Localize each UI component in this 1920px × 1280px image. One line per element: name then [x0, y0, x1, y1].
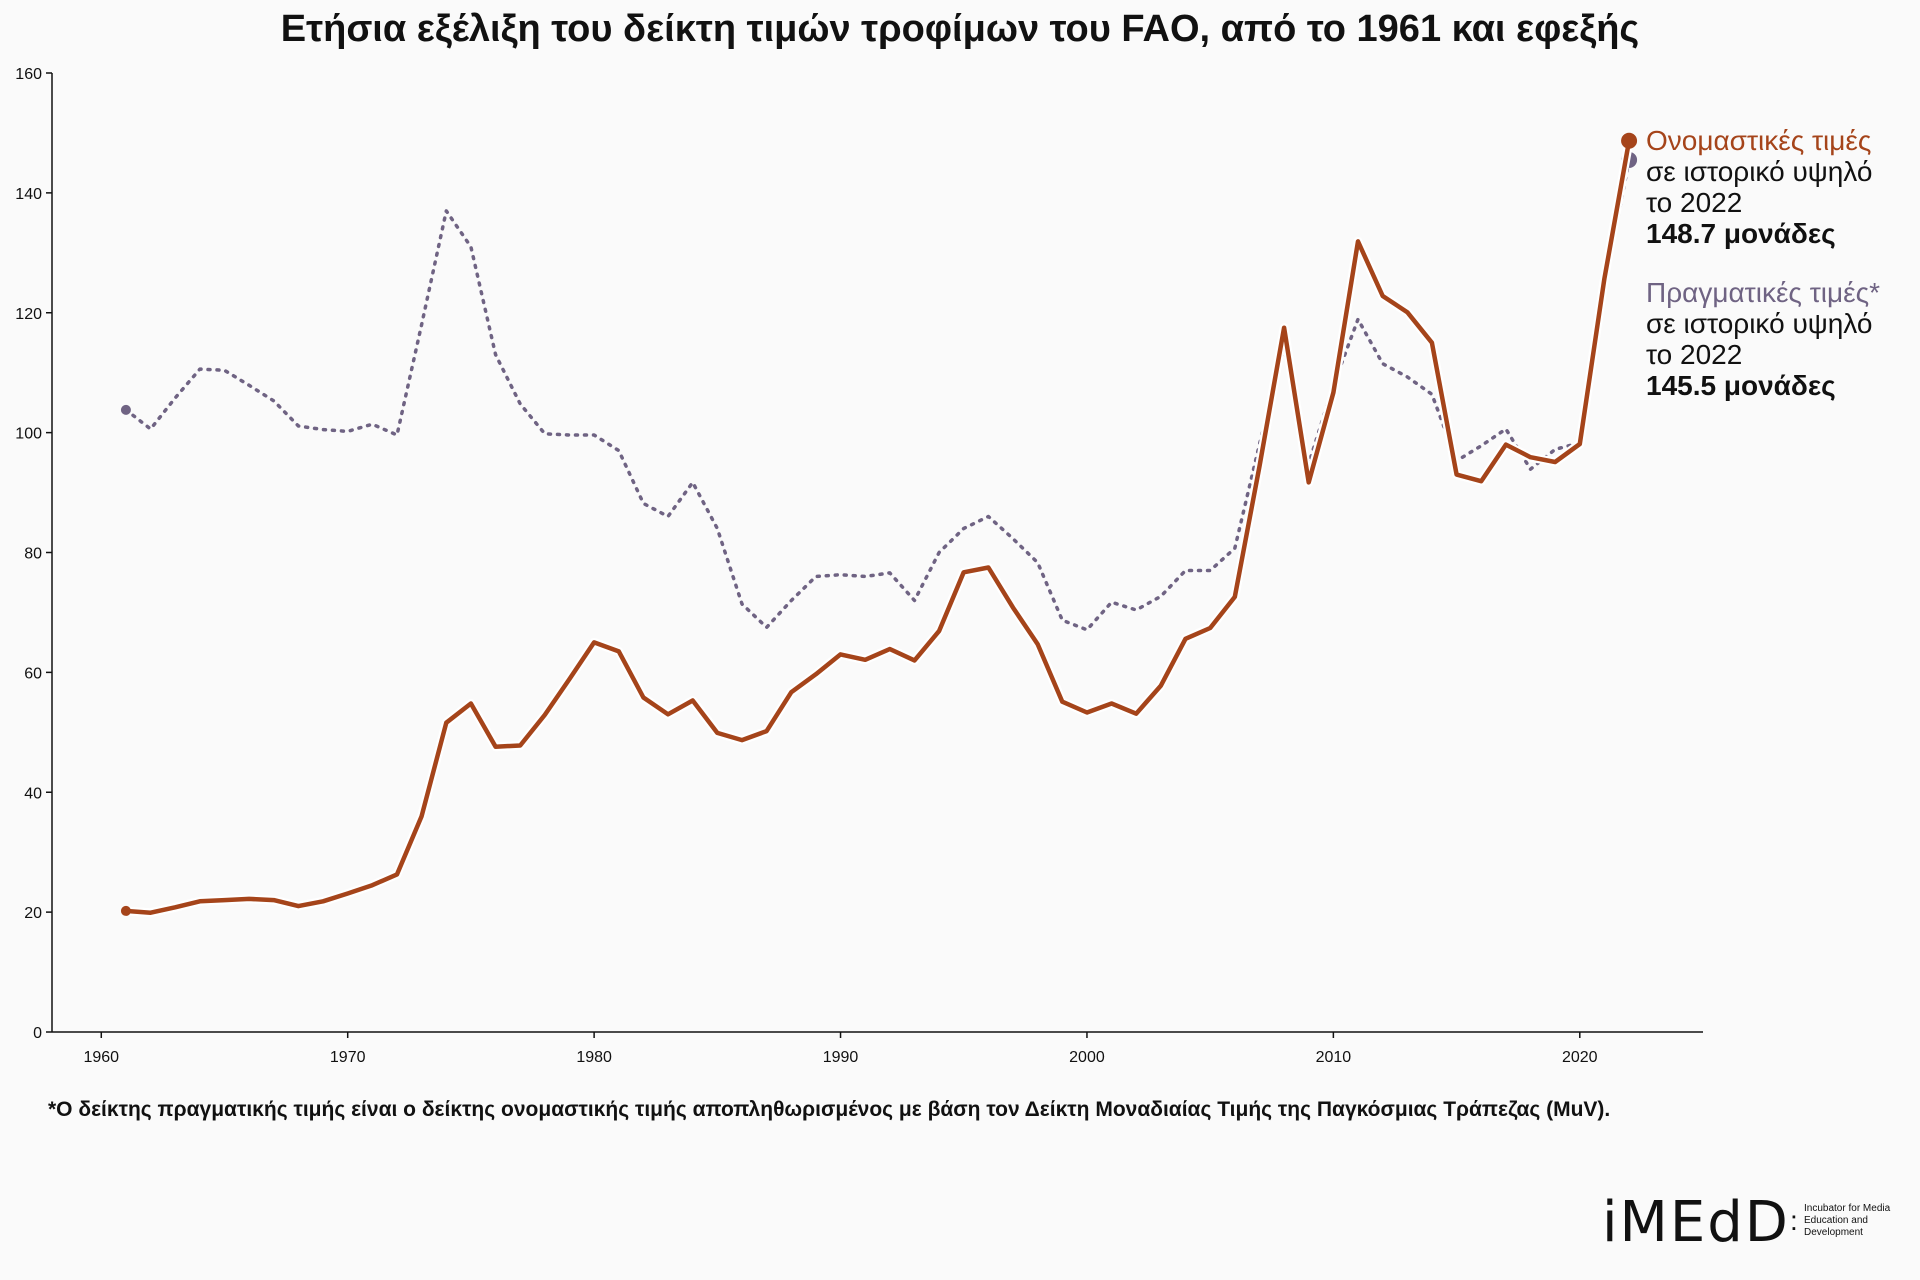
footnote: *Ο δείκτης πραγματικής τιμής είναι ο δεί…: [48, 1098, 1611, 1121]
annotation-nominal: Ονομαστικές τιμές σε ιστορικό υψηλό το 2…: [1646, 125, 1872, 249]
imedd-logo: iMEdD : Incubator for Media Education an…: [1602, 1195, 1902, 1255]
series-line-real: [124, 158, 1631, 632]
annotation-real-text1: σε ιστορικό υψηλό: [1646, 308, 1873, 339]
y-tick-label: 100: [15, 426, 42, 443]
series-layer: [120, 132, 1638, 918]
y-tick-label: 0: [33, 1025, 42, 1042]
annotation-nominal-text1: σε ιστορικό υψηλό: [1646, 156, 1873, 187]
y-tick-label: 140: [15, 186, 42, 203]
logo-mark: iMEdD: [1602, 1190, 1790, 1255]
annotation-real-headline: Πραγματικές τιμές*: [1646, 277, 1880, 308]
series-start-point-real: [120, 404, 131, 415]
series-line-nominal: [123, 138, 1632, 915]
annotation-real: Πραγματικές τιμές* σε ιστορικό υψηλό το …: [1646, 277, 1880, 401]
x-tick-label: 1990: [823, 1049, 859, 1066]
x-tick-label: 2020: [1562, 1049, 1598, 1066]
series-start-point-nominal: [120, 905, 131, 916]
chart-title: Ετήσια εξέλιξη του δείκτη τιμών τροφίμων…: [280, 8, 1640, 50]
axes: 0 20 40 60 80 100 120 140 160 1960 1970 1980 1990 200…: [15, 66, 1703, 1066]
y-tick-label: 20: [24, 905, 42, 922]
logo-tagline: Incubator for Media Education and Develo…: [1804, 1203, 1891, 1238]
x-tick-label: 1980: [576, 1049, 612, 1066]
y-tick-label: 120: [15, 306, 42, 323]
y-tick-label: 60: [24, 665, 42, 682]
x-tick-label: 2010: [1316, 1049, 1352, 1066]
series-line-halo-nominal: [121, 136, 1634, 918]
annotation-nominal-headline: Ονομαστικές τιμές: [1646, 125, 1872, 156]
y-tick-label: 80: [24, 546, 42, 563]
series-end-point-nominal: [1621, 132, 1638, 149]
y-tick-label: 160: [15, 66, 42, 83]
annotation-real-text2: το 2022: [1646, 339, 1743, 370]
x-tick-label: 1960: [83, 1049, 119, 1066]
annotation-nominal-value: 148.7 μονάδες: [1646, 218, 1836, 249]
x-tick-label: 2000: [1069, 1049, 1105, 1066]
annotation-real-value: 145.5 μονάδες: [1646, 370, 1836, 401]
annotation-nominal-text2: το 2022: [1646, 187, 1743, 218]
y-tick-label: 40: [24, 785, 42, 802]
x-tick-label: 1970: [330, 1049, 366, 1066]
logo-separator: :: [1790, 1205, 1798, 1236]
